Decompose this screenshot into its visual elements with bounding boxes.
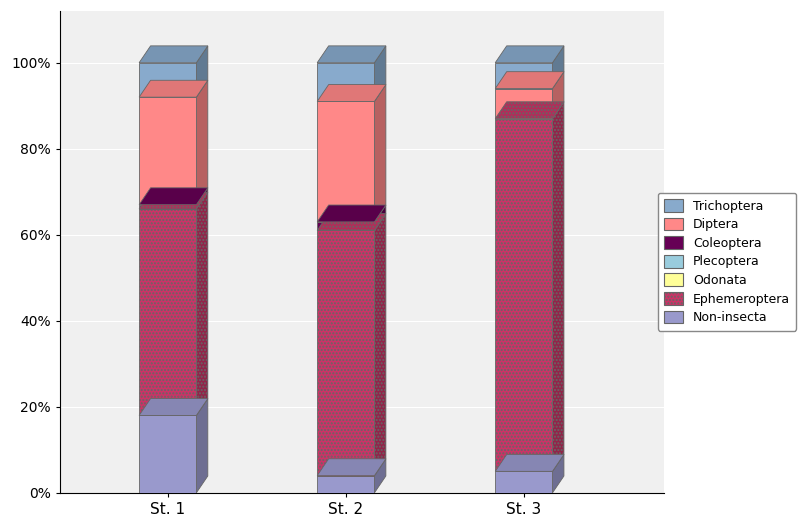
Polygon shape — [196, 399, 208, 493]
Polygon shape — [139, 399, 208, 416]
Bar — [317, 476, 374, 493]
Polygon shape — [317, 214, 386, 231]
Polygon shape — [374, 214, 386, 476]
Polygon shape — [553, 72, 564, 119]
Polygon shape — [553, 46, 564, 89]
Polygon shape — [196, 192, 208, 416]
Polygon shape — [374, 84, 386, 222]
Polygon shape — [374, 205, 386, 231]
Bar — [139, 209, 196, 416]
Legend: Trichoptera, Diptera, Coleoptera, Plecoptera, Odonata, Ephemeroptera, Non-insect: Trichoptera, Diptera, Coleoptera, Plecop… — [658, 193, 797, 331]
Bar — [139, 205, 196, 209]
Bar — [495, 472, 553, 493]
Bar — [139, 97, 196, 205]
Polygon shape — [139, 80, 208, 97]
Polygon shape — [317, 84, 386, 101]
Polygon shape — [553, 455, 564, 493]
Bar — [139, 416, 196, 493]
Polygon shape — [374, 46, 386, 101]
Polygon shape — [495, 102, 564, 119]
Polygon shape — [495, 46, 564, 63]
Bar — [317, 222, 374, 231]
Polygon shape — [374, 459, 386, 493]
Bar — [139, 63, 196, 97]
Polygon shape — [317, 46, 386, 63]
Polygon shape — [139, 188, 208, 205]
Polygon shape — [196, 80, 208, 205]
Polygon shape — [317, 459, 386, 476]
Bar — [495, 89, 553, 119]
Bar — [495, 63, 553, 89]
Polygon shape — [553, 102, 564, 472]
Bar — [495, 119, 553, 472]
Polygon shape — [495, 72, 564, 89]
Polygon shape — [495, 455, 564, 472]
Polygon shape — [317, 205, 386, 222]
Polygon shape — [139, 46, 208, 63]
Bar — [317, 231, 374, 476]
Polygon shape — [139, 192, 208, 209]
Polygon shape — [196, 188, 208, 209]
Polygon shape — [196, 46, 208, 97]
Bar — [317, 63, 374, 101]
Bar — [317, 101, 374, 222]
